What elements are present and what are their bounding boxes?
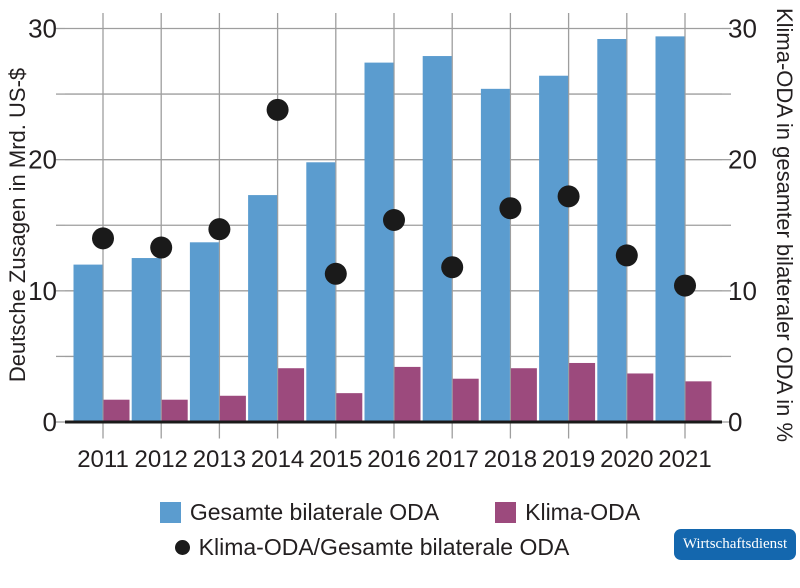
wirtschaftsdienst-badge: Wirtschaftsdienst	[674, 529, 796, 560]
x-tick-label-2019: 2019	[542, 446, 595, 473]
bar-gesamte-bilaterale-oda-2013	[189, 242, 219, 422]
x-tick-label-2020: 2020	[600, 446, 653, 473]
legend-swatch-gesamte-bilaterale-oda	[159, 501, 181, 523]
legend-item-klima-oda-ratio: Klima-ODA/Gesamte bilaterale ODA	[174, 533, 570, 560]
dot-klima-oda-ratio-2014	[266, 98, 289, 121]
bar-klima-oda-2011	[103, 399, 130, 422]
bar-klima-oda-2018	[510, 368, 537, 422]
legend-label-klima-oda-ratio: Klima-ODA/Gesamte bilaterale ODA	[198, 533, 570, 560]
legend: Gesamte bilaterale ODA Klima-ODA Klima-O…	[0, 498, 800, 561]
bar-gesamte-bilaterale-oda-2016	[364, 62, 394, 422]
x-tick-label-2013: 2013	[193, 446, 246, 473]
dot-klima-oda-ratio-2017	[441, 256, 464, 279]
y-tick-label-right-20: 20	[728, 145, 757, 175]
y-tick-label-left-0: 0	[43, 407, 57, 437]
dot-klima-oda-ratio-2015	[324, 262, 347, 285]
legend-label-gesamte-bilaterale-oda: Gesamte bilaterale ODA	[189, 498, 440, 525]
bar-klima-oda-2012	[161, 399, 188, 422]
dot-klima-oda-ratio-2013	[208, 218, 231, 241]
bar-klima-oda-2021	[685, 381, 712, 422]
y-tick-label-left-20: 20	[28, 145, 57, 175]
dot-klima-oda-ratio-2019	[557, 185, 580, 208]
legend-row-1: Gesamte bilaterale ODA Klima-ODA	[0, 498, 800, 526]
y-axis-title-left: Deutsche Zusagen in Mrd. US-$	[5, 68, 30, 382]
bar-gesamte-bilaterale-oda-2011	[73, 264, 103, 422]
x-tick-label-2012: 2012	[135, 446, 188, 473]
dot-klima-oda-ratio-2020	[615, 244, 638, 267]
legend-item-gesamte-bilaterale-oda: Gesamte bilaterale ODA	[159, 498, 440, 525]
x-tick-label-2017: 2017	[426, 446, 479, 473]
bar-klima-oda-2014	[278, 368, 305, 422]
y-tick-label-left-10: 10	[28, 276, 57, 306]
bar-klima-oda-2013	[219, 395, 246, 422]
y-tick-label-right-10: 10	[728, 276, 757, 306]
bar-gesamte-bilaterale-oda-2021	[655, 36, 685, 423]
x-tick-label-2015: 2015	[309, 446, 362, 473]
bar-klima-oda-2017	[452, 378, 479, 422]
legend-row-2: Klima-ODA/Gesamte bilaterale ODA	[0, 533, 772, 561]
legend-item-klima-oda: Klima-ODA	[495, 498, 641, 525]
x-tick-label-2014: 2014	[251, 446, 304, 473]
bar-klima-oda-2019	[569, 362, 596, 422]
dot-klima-oda-ratio-2021	[674, 274, 696, 297]
y-tick-label-right-30: 30	[728, 14, 757, 44]
dot-klima-oda-ratio-2016	[383, 209, 405, 232]
x-tick-label-2021: 2021	[658, 446, 711, 473]
bar-gesamte-bilaterale-oda-2017	[422, 56, 452, 423]
bar-gesamte-bilaterale-oda-2014	[248, 195, 278, 422]
x-tick-label-2016: 2016	[367, 446, 420, 473]
bar-gesamte-bilaterale-oda-2018	[480, 88, 510, 422]
x-tick-label-2011: 2011	[77, 446, 129, 473]
y-tick-label-left-30: 30	[28, 14, 57, 44]
legend-label-klima-oda: Klima-ODA	[525, 498, 641, 525]
bar-klima-oda-2016	[394, 366, 421, 422]
y-axis-title-right: Klima-ODA in gesamter bilateraler ODA in…	[772, 8, 797, 442]
bar-klima-oda-2020	[627, 373, 654, 422]
bar-gesamte-bilaterale-oda-2019	[539, 75, 569, 422]
bar-gesamte-bilaterale-oda-2020	[597, 38, 627, 422]
legend-swatch-klima-oda	[495, 501, 517, 523]
dot-klima-oda-ratio-2012	[150, 236, 173, 259]
y-tick-label-right-0: 0	[728, 407, 742, 437]
bar-gesamte-bilaterale-oda-2012	[131, 258, 161, 422]
bar-klima-oda-2015	[336, 393, 363, 422]
x-tick-label-2018: 2018	[484, 446, 537, 473]
dot-klima-oda-ratio-2018	[499, 197, 522, 220]
dot-klima-oda-ratio-2011	[92, 227, 114, 250]
bar-gesamte-bilaterale-oda-2015	[306, 162, 336, 423]
legend-dot-klima-oda-ratio	[174, 539, 190, 555]
